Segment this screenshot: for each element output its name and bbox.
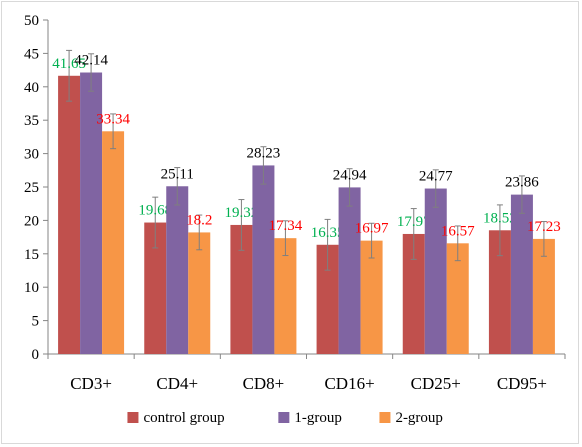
legend-swatch-control-group [127,412,139,423]
legend-label: 1-group [294,410,342,426]
bar-1-group-CD16 [338,187,361,354]
bar-control-group-CD3 [58,75,81,354]
data-label: 16.57 [441,223,475,239]
y-tick-label: 30 [24,147,39,163]
x-category-label: CD3+ [70,374,112,393]
y-tick-label: 15 [24,247,39,263]
y-tick-label: 10 [24,280,39,296]
bar-2-group-CD16 [360,240,383,354]
legend-label: 2-group [395,410,443,426]
data-label: 24.94 [333,167,367,183]
data-label: 28.23 [247,145,281,161]
y-tick-label: 45 [24,46,39,62]
data-label: 17.97 [397,214,431,230]
data-label: 19.32 [225,205,259,221]
y-tick-label: 0 [32,347,40,363]
bar-1-group-CD95 [510,194,533,354]
data-label: 23.86 [505,175,539,191]
bar-control-group-CD4 [144,222,167,354]
data-label: 18.52 [483,210,517,226]
x-category-label: CD16+ [324,374,374,393]
x-category-label: CD95+ [497,374,547,393]
data-label: 17.34 [269,218,303,234]
data-label: 24.77 [419,169,453,185]
x-category-label: CD25+ [411,374,461,393]
bar-2-group-CD3 [102,131,125,354]
data-label: 16.97 [355,221,389,237]
y-tick-label: 25 [24,180,39,196]
data-label: 17.23 [527,219,561,235]
data-label: 42.14 [74,53,108,69]
bar-1-group-CD25 [424,188,447,354]
y-tick-label: 40 [24,80,39,96]
bar-1-group-CD4 [166,186,189,354]
y-tick-label: 5 [32,314,40,330]
bar-control-group-CD95 [488,230,511,354]
y-tick-label: 20 [24,213,39,229]
data-label: 18.2 [186,212,212,228]
bar-control-group-CD25 [402,233,425,354]
data-label: 33.34 [96,111,130,127]
bar-control-group-CD8 [230,224,253,354]
bar-2-group-CD95 [532,238,555,354]
bar-2-group-CD25 [446,243,469,354]
data-label: 16.35 [311,225,345,241]
legend-swatch-2-group [379,412,391,423]
y-tick-label: 50 [24,13,39,29]
x-category-label: CD8+ [243,374,285,393]
data-label: 25.11 [161,166,194,182]
legend-swatch-1-group [278,412,290,423]
bar-control-group-CD16 [316,244,339,354]
bar-2-group-CD4 [188,232,211,354]
data-label: 19.68 [138,203,172,219]
bar-2-group-CD8 [274,238,297,354]
legend-label: control group [143,410,224,426]
bar-1-group-CD3 [80,72,103,355]
data-label: 41.65 [52,56,86,72]
y-tick-label: 35 [24,113,39,129]
bar-1-group-CD8 [252,165,275,354]
x-category-label: CD4+ [156,374,198,393]
